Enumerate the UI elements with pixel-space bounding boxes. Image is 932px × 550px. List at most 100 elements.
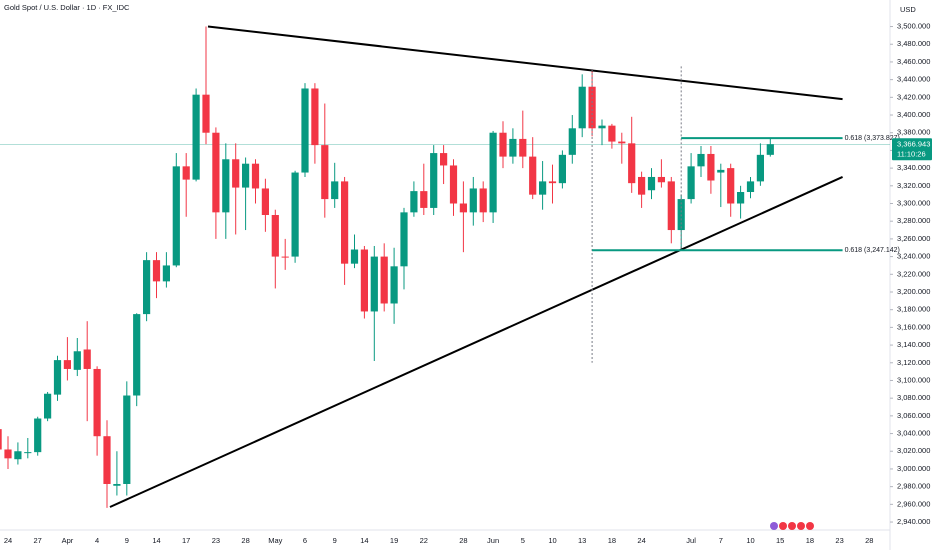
y-tick-label: 3,040.000 xyxy=(897,429,930,438)
candle-body xyxy=(103,436,111,484)
candle-body xyxy=(548,181,557,184)
candle-body xyxy=(251,163,260,189)
candle-body xyxy=(73,351,81,370)
y-tick-label: 3,100.000 xyxy=(897,375,930,384)
y-tick-label: 3,160.000 xyxy=(897,322,930,331)
candle-body xyxy=(529,156,537,195)
x-tick-label: 19 xyxy=(390,536,398,545)
x-tick-label: 13 xyxy=(578,536,586,545)
candle-body xyxy=(14,451,22,460)
candle-body xyxy=(113,483,121,486)
candle-body xyxy=(638,176,646,195)
candle-body xyxy=(63,360,71,369)
candle-body xyxy=(608,125,616,142)
candle-body xyxy=(647,176,656,191)
candle-body xyxy=(697,153,705,167)
candle-body xyxy=(430,153,438,208)
y-tick-label: 2,940.000 xyxy=(897,517,930,526)
candle-body xyxy=(489,132,497,213)
candle-body xyxy=(271,215,279,257)
candle-body xyxy=(93,368,101,437)
candle-body xyxy=(400,212,408,267)
x-tick-label: 28 xyxy=(865,536,873,545)
y-tick-label: 3,220.000 xyxy=(897,269,930,278)
candle-body xyxy=(578,86,586,129)
trendline xyxy=(207,25,843,101)
candle-body xyxy=(350,249,359,264)
candle-body xyxy=(172,166,180,266)
candle-body xyxy=(133,314,141,396)
y-tick-label: 3,260.000 xyxy=(897,234,930,243)
candle-body xyxy=(717,169,725,173)
candle-body xyxy=(459,203,467,213)
y-tick-label: 3,460.000 xyxy=(897,57,930,66)
y-tick-label: 3,340.000 xyxy=(897,163,930,172)
y-tick-label: 3,380.000 xyxy=(897,128,930,137)
candle-body xyxy=(24,452,32,454)
x-tick-label: 22 xyxy=(420,536,428,545)
x-tick-label: Apr xyxy=(62,536,74,545)
x-tick-label: 4 xyxy=(95,536,99,545)
candle-body xyxy=(4,449,12,459)
x-tick-label: Jun xyxy=(487,536,499,545)
y-tick-label: 3,320.000 xyxy=(897,181,930,190)
x-tick-label: 24 xyxy=(4,536,12,545)
x-tick-label: 23 xyxy=(212,536,220,545)
y-tick-label: 3,480.000 xyxy=(897,39,930,48)
x-tick-label: 18 xyxy=(608,536,616,545)
candle-body xyxy=(628,143,636,184)
currency-label: USD xyxy=(900,5,916,14)
candle-body xyxy=(449,165,458,204)
candle-body xyxy=(509,138,517,157)
y-tick-label: 3,080.000 xyxy=(897,393,930,402)
candle-body xyxy=(737,192,745,204)
candle-body xyxy=(766,144,774,155)
candle-body xyxy=(53,360,62,395)
x-tick-label: 10 xyxy=(548,536,556,545)
x-tick-label: 10 xyxy=(746,536,754,545)
chart-title: Gold Spot / U.S. Dollar · 1D · FX_IDC xyxy=(4,3,130,12)
y-tick-label: 3,060.000 xyxy=(897,411,930,420)
candle-body xyxy=(152,260,161,282)
candle-body xyxy=(657,176,665,183)
candle-body xyxy=(212,132,220,213)
y-tick-label: 3,000.000 xyxy=(897,464,930,473)
y-tick-label: 3,440.000 xyxy=(897,75,930,84)
x-tick-label: 27 xyxy=(34,536,42,545)
y-tick-label: 2,960.000 xyxy=(897,499,930,508)
candle-body xyxy=(44,393,52,419)
x-tick-label: 7 xyxy=(719,536,723,545)
x-tick-label: 15 xyxy=(776,536,784,545)
candle-body xyxy=(83,349,91,369)
candle-body xyxy=(618,141,626,144)
candle-body xyxy=(360,249,368,312)
candle-body xyxy=(390,266,398,304)
countdown-label: 11:10:26 xyxy=(897,149,926,158)
last-price-tag xyxy=(892,138,932,161)
y-tick-label: 3,140.000 xyxy=(897,340,930,349)
candle-body xyxy=(202,94,210,133)
y-tick-label: 3,200.000 xyxy=(897,287,930,296)
candle-body xyxy=(539,181,547,195)
candle-body xyxy=(242,163,250,188)
candle-body xyxy=(162,265,170,282)
x-tick-label: 23 xyxy=(835,536,843,545)
candle-body xyxy=(519,138,527,157)
candle-body xyxy=(727,168,735,204)
candle-body xyxy=(0,429,2,450)
candle-body xyxy=(341,181,349,264)
x-tick-label: 24 xyxy=(637,536,645,545)
candle-body xyxy=(598,125,606,129)
x-tick-label: 9 xyxy=(125,536,129,545)
candle-body xyxy=(311,88,319,146)
y-tick-label: 3,020.000 xyxy=(897,446,930,455)
candle-body xyxy=(222,159,230,213)
candle-body xyxy=(321,145,329,200)
candle-body xyxy=(301,88,309,173)
x-tick-label: Jul xyxy=(686,536,696,545)
candle-body xyxy=(420,191,428,208)
y-tick-label: 3,500.000 xyxy=(897,22,930,31)
candle-body xyxy=(667,181,675,231)
